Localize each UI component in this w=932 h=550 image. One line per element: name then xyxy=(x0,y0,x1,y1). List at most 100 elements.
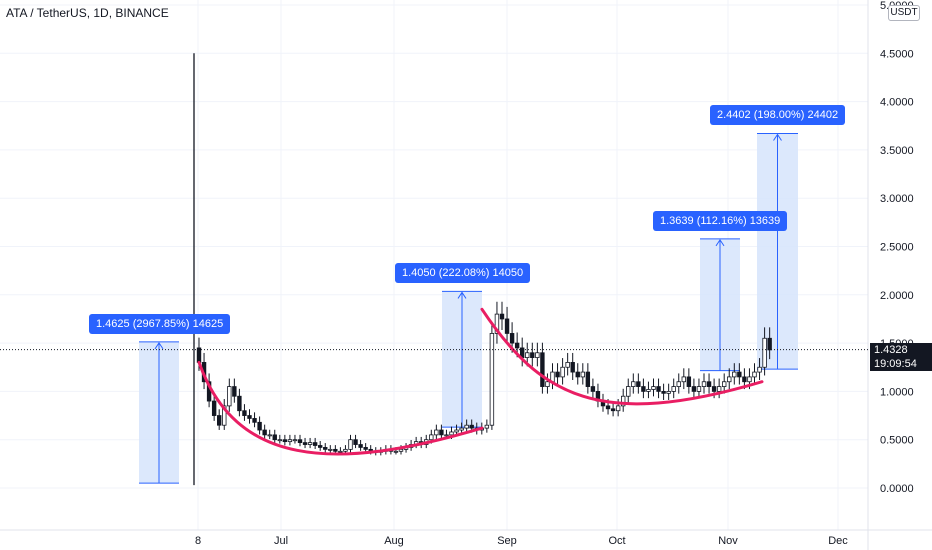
candle-body xyxy=(575,371,580,378)
price-axis-label: 0.0000 xyxy=(880,483,914,495)
candle-body xyxy=(363,447,368,450)
cup-curve-1 xyxy=(197,360,484,456)
candle-body xyxy=(252,418,257,423)
candle-body xyxy=(262,429,267,436)
candle-body xyxy=(459,427,464,431)
candle-body xyxy=(232,386,237,397)
candle-body xyxy=(353,439,358,445)
candle-body xyxy=(565,362,570,368)
candle-body xyxy=(560,366,565,378)
candle-body xyxy=(706,381,712,387)
candle-body xyxy=(398,448,404,452)
candle-body xyxy=(666,390,671,394)
candle-body xyxy=(752,371,757,378)
candle-body xyxy=(338,450,343,453)
candle-body xyxy=(701,381,707,387)
measure-label-2[interactable]: 1.4050 (222.08%) 14050 xyxy=(395,263,531,283)
chart-title: ATA / TetherUS, 1D, BINANCE xyxy=(6,6,169,20)
candle-body xyxy=(545,381,550,387)
measure-arrowhead xyxy=(773,133,782,141)
candle-body xyxy=(651,386,656,390)
candle-body xyxy=(631,381,636,387)
candle-body xyxy=(504,318,510,334)
price-axis-label: 1.0000 xyxy=(880,386,914,398)
candle-body xyxy=(525,352,530,358)
measure-label-1[interactable]: 1.4625 (2967.85%) 14625 xyxy=(89,314,231,334)
candle-body xyxy=(676,381,681,387)
candle-body xyxy=(494,313,500,334)
candle-body xyxy=(555,371,560,378)
candle-body xyxy=(469,424,474,429)
candle-body xyxy=(570,362,575,373)
candle-body xyxy=(464,424,469,429)
candle-body xyxy=(716,386,722,392)
time-axis-label: 8 xyxy=(195,535,201,547)
measure-arrowhead xyxy=(154,341,164,350)
cup-curve-2 xyxy=(480,307,764,406)
candle-body xyxy=(540,352,545,387)
candle-body xyxy=(514,342,520,349)
candle-body xyxy=(272,434,277,441)
candle-body xyxy=(757,366,762,373)
candle-body xyxy=(641,386,646,392)
candle-body xyxy=(237,395,242,412)
candle-body xyxy=(732,371,737,378)
price-axis-label: 3.5000 xyxy=(880,145,914,157)
candle-body xyxy=(267,434,272,437)
candle-body xyxy=(661,390,666,394)
candle-body xyxy=(762,337,767,368)
candle-body xyxy=(530,352,535,358)
candle-body xyxy=(691,386,697,392)
price-axis-label: 4.5000 xyxy=(880,48,914,60)
candle-body xyxy=(636,381,641,387)
price-axis-label: 2.0000 xyxy=(880,290,914,302)
candle-body xyxy=(444,434,449,437)
time-axis-label: Sep xyxy=(497,535,517,547)
candle-body xyxy=(302,442,308,445)
candle-body xyxy=(610,408,616,412)
candle-body xyxy=(348,439,353,450)
candle-body xyxy=(580,371,585,378)
candle-body xyxy=(317,445,323,448)
countdown-timer: 19:09:54 xyxy=(874,358,917,370)
candle-body xyxy=(489,333,495,426)
candle-body xyxy=(535,352,540,358)
candle-body xyxy=(307,442,313,445)
measure-arrowhead xyxy=(715,238,725,247)
candle-body xyxy=(257,421,262,431)
price-axis-label: 2.5000 xyxy=(880,242,914,254)
candle-body xyxy=(590,386,596,392)
candle-body xyxy=(196,347,202,363)
candle-body xyxy=(454,429,459,433)
candle-body xyxy=(767,337,772,351)
candle-body xyxy=(742,376,747,383)
candle-body xyxy=(615,405,621,412)
candle-body xyxy=(247,415,252,419)
candle-body xyxy=(323,447,328,450)
candle-body xyxy=(722,381,727,387)
time-axis-label: Aug xyxy=(384,535,404,547)
candle-body xyxy=(449,431,454,436)
candle-body xyxy=(711,386,717,392)
measure-label-4[interactable]: 2.4402 (198.00%) 24402 xyxy=(710,105,846,125)
candle-body xyxy=(216,415,222,426)
candle-body xyxy=(343,448,348,452)
candle-body xyxy=(727,376,732,383)
candle-body xyxy=(328,448,333,451)
price-axis-label: 0.5000 xyxy=(880,435,914,447)
candle-body xyxy=(696,386,702,392)
time-axis-label: Dec xyxy=(828,535,848,547)
candle-body xyxy=(626,386,631,397)
measure-label-3[interactable]: 1.3639 (112.16%) 13639 xyxy=(653,211,788,231)
candle-body xyxy=(747,376,752,383)
candle-body xyxy=(585,371,591,387)
candle-body xyxy=(242,410,247,416)
time-axis-label: Nov xyxy=(718,535,738,547)
candle-body xyxy=(434,429,439,436)
currency-button[interactable]: USDT xyxy=(888,5,920,21)
candle-body xyxy=(605,405,611,410)
candle-body xyxy=(282,439,288,443)
candle-body xyxy=(671,386,676,392)
